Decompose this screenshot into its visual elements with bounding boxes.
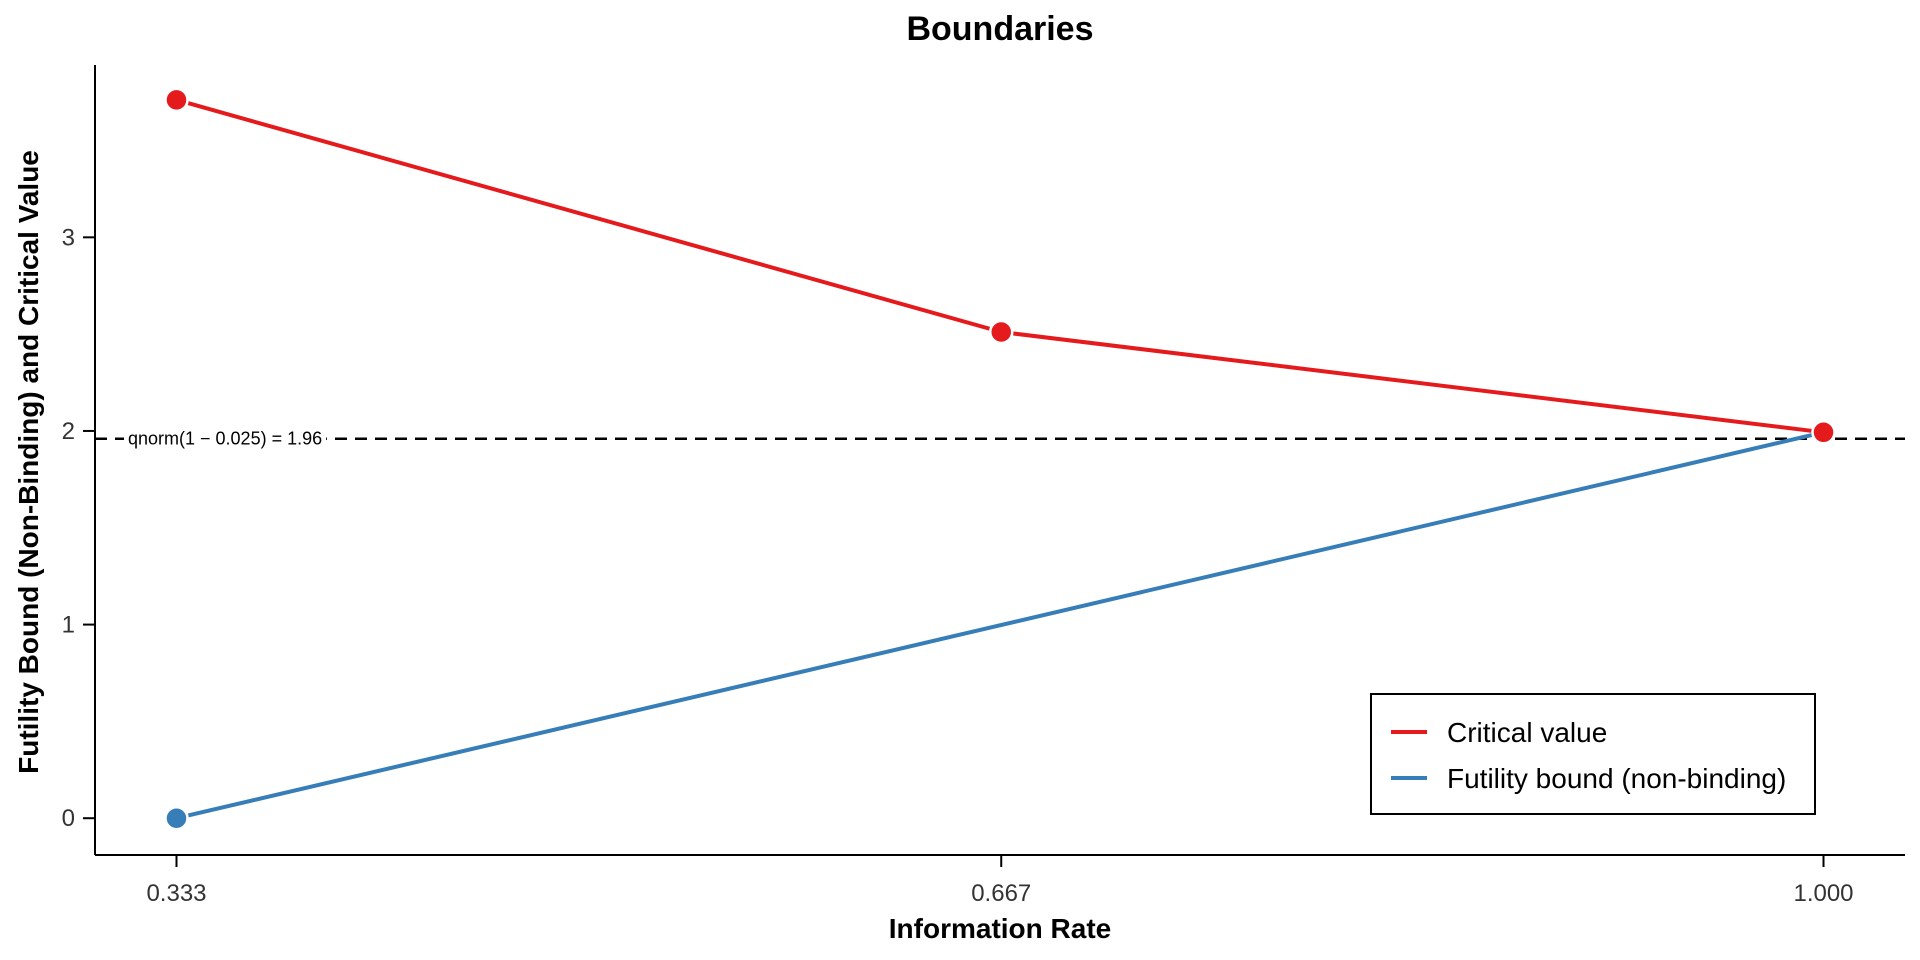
data-point xyxy=(164,805,189,831)
y-tick-label: 1 xyxy=(62,612,75,639)
y-tick-label: 0 xyxy=(62,805,75,832)
x-tick-label: 0.667 xyxy=(971,880,1031,907)
data-point xyxy=(988,319,1014,345)
data-point xyxy=(1811,420,1836,445)
legend-box xyxy=(1370,693,1816,815)
reference-line-label: qnorm(1 − 0.025) = 1.96 xyxy=(128,429,322,449)
series-line-1 xyxy=(174,430,1826,821)
data-point xyxy=(164,87,189,113)
reference-line-group: qnorm(1 − 0.025) = 1.96 xyxy=(95,424,1905,451)
y-axis-title: Futility Bound (Non-Binding) and Critica… xyxy=(13,150,44,774)
y-tick-label: 3 xyxy=(62,224,75,251)
legend-label-critical-value: Critical value xyxy=(1447,717,1607,748)
x-tick-label: 1.000 xyxy=(1793,880,1853,907)
x-tick-label: 0.333 xyxy=(146,880,206,907)
legend: Critical value Futility bound (non-bindi… xyxy=(1370,693,1816,815)
x-axis-title: Information Rate xyxy=(889,913,1111,944)
reference-line-label-background xyxy=(124,424,327,451)
chart-title: Boundaries xyxy=(906,10,1093,48)
x-axis-ticks: 0.333 0.667 1.000 xyxy=(146,855,1854,907)
series-layer xyxy=(164,87,1836,831)
y-tick-label: 2 xyxy=(62,418,75,445)
legend-label-futility-bound: Futility bound (non-binding) xyxy=(1447,763,1786,794)
y-axis-ticks: 0 1 2 3 xyxy=(62,224,95,832)
